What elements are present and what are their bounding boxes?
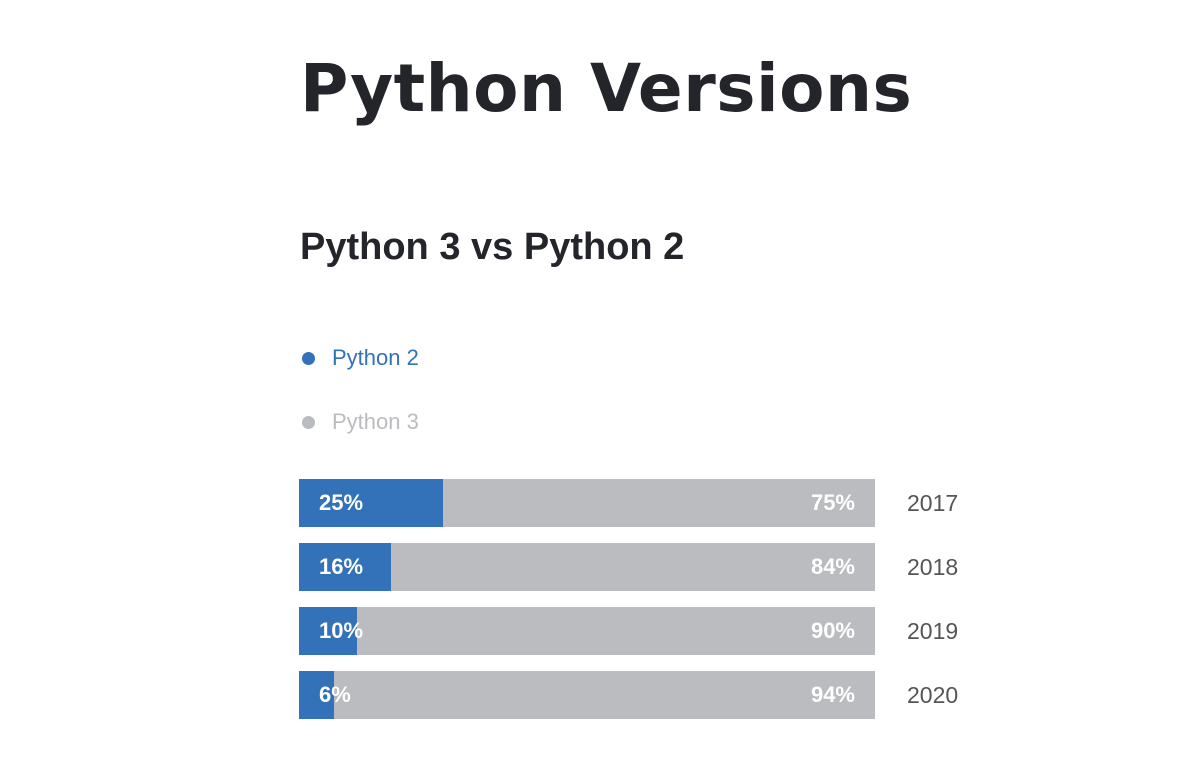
bar-row-2017: 25% 75% 2017: [299, 479, 999, 527]
bar-row-2020: 6% 94% 2020: [299, 671, 999, 719]
page-title: Python Versions: [300, 50, 913, 127]
category-label-2019: 2019: [907, 618, 959, 644]
bar-python-3-2020: [299, 671, 875, 719]
legend-item-python-3[interactable]: Python 3: [300, 404, 419, 440]
category-label-2018: 2018: [907, 554, 959, 580]
data-label-python-2-2017: 25%: [319, 490, 364, 515]
chart-title: Python 3 vs Python 2: [300, 226, 685, 268]
bar-python-2-2020: [299, 671, 334, 719]
legend-dot-python-3-icon: [302, 415, 315, 429]
legend-label-python-3: Python 3: [332, 409, 419, 434]
data-label-python-3-2017: 75%: [810, 490, 855, 515]
legend-item-python-2[interactable]: Python 2: [300, 340, 419, 376]
bar-row-2018: 16% 84% 2018: [299, 543, 999, 591]
bar-python-2-2018: [299, 543, 391, 591]
bar-python-2-2019: [299, 607, 357, 655]
bar-python-3-2019: [299, 607, 875, 655]
bar-python-3-2018: [299, 543, 875, 591]
bar-row-2019: 10% 90% 2019: [299, 607, 999, 655]
chart-legend: Python 2 Python 3: [300, 340, 419, 468]
data-label-python-3-2020: 94%: [810, 682, 855, 707]
category-label-2020: 2020: [907, 682, 959, 708]
category-label-2017: 2017: [907, 490, 959, 516]
stacked-bar-chart: 25% 75% 2017 16% 84% 2018 10% 90% 2019 6% 94% 2020: [299, 479, 999, 735]
legend-dot-python-2-icon: [302, 351, 315, 365]
data-label-python-2-2020: 6%: [319, 682, 351, 707]
data-label-python-3-2019: 90%: [810, 618, 855, 643]
legend-label-python-2: Python 2: [332, 345, 419, 370]
data-label-python-2-2019: 10%: [319, 618, 364, 643]
bar-python-2-2017: [299, 479, 443, 527]
data-label-python-2-2018: 16%: [319, 554, 364, 579]
data-label-python-3-2018: 84%: [810, 554, 855, 579]
